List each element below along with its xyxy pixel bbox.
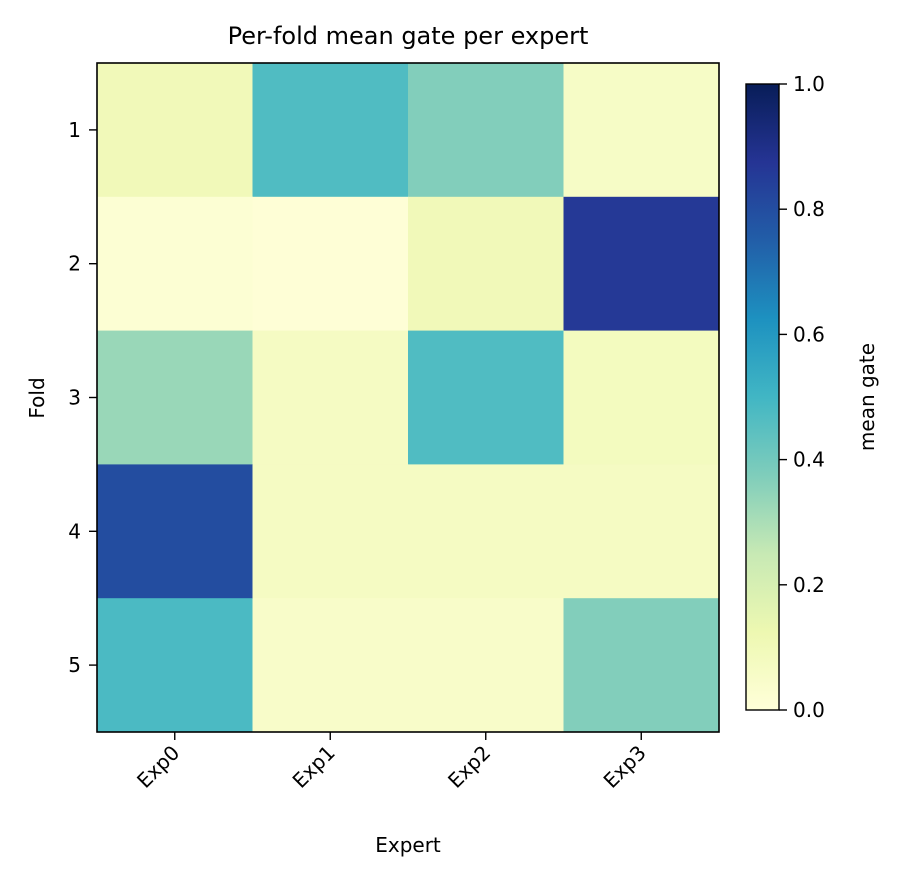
heatmap-cell-fold5-exp1 — [252, 598, 409, 733]
y-tick-label: 1 — [68, 118, 81, 142]
colorbar-ticks: 0.0 0.2 0.4 0.6 0.8 1.0 — [779, 72, 825, 722]
heatmap-cell-fold3-exp2 — [408, 330, 564, 465]
heatmap-cell-fold4-exp2 — [408, 464, 564, 599]
x-tick-label: Exp2 — [443, 741, 495, 793]
colorbar — [745, 83, 780, 711]
y-tick-label: 3 — [68, 386, 81, 410]
heatmap-cell-fold1-exp2 — [408, 63, 564, 198]
heatmap-cell-fold3-exp3 — [563, 330, 720, 465]
heatmap-cell-fold4-exp3 — [563, 464, 720, 599]
x-axis-label: Expert — [375, 833, 441, 857]
colorbar-tick-label: 0.2 — [793, 573, 825, 597]
heatmap-cell-fold5-exp2 — [408, 598, 564, 733]
colorbar-tick-label: 0.8 — [793, 197, 825, 221]
heatmap-cell-fold2-exp1 — [252, 196, 409, 332]
heatmap-cell-fold4-exp0 — [97, 464, 253, 599]
y-tick-label: 2 — [68, 252, 81, 276]
colorbar-tick-label: 0.4 — [793, 448, 825, 472]
heatmap-cell-fold5-exp0 — [97, 598, 253, 733]
heatmap-cell-fold5-exp3 — [563, 598, 720, 733]
x-tick-label: Exp1 — [288, 741, 340, 793]
heatmap-cell-fold2-exp3 — [563, 196, 720, 332]
x-axis-ticks: Exp0 Exp1 Exp2 Exp3 — [132, 732, 651, 793]
heatmap-cell-fold1-exp0 — [97, 63, 253, 198]
heatmap-cell-fold3-exp0 — [97, 330, 253, 465]
heatmap-cells — [97, 63, 720, 733]
y-axis-ticks: 1 2 3 4 5 — [68, 118, 97, 677]
y-tick-label: 4 — [68, 519, 81, 543]
colorbar-label: mean gate — [855, 343, 879, 451]
heatmap-cell-fold4-exp1 — [252, 464, 409, 599]
x-tick-label: Exp0 — [132, 741, 184, 793]
colorbar-tick-label: 0.0 — [793, 698, 825, 722]
chart-title: Per-fold mean gate per expert — [228, 22, 589, 50]
y-tick-label: 5 — [68, 653, 81, 677]
heatmap-cell-fold2-exp0 — [97, 196, 253, 332]
x-tick-label: Exp3 — [599, 741, 651, 793]
colorbar-tick-label: 1.0 — [793, 72, 825, 96]
heatmap-cell-fold1-exp3 — [563, 63, 720, 198]
colorbar-tick-label: 0.6 — [793, 322, 825, 346]
heatmap-cell-fold1-exp1 — [252, 63, 409, 198]
heatmap-cell-fold3-exp1 — [252, 330, 409, 465]
heatmap-cell-fold2-exp2 — [408, 196, 564, 332]
y-axis-label: Fold — [25, 377, 49, 418]
